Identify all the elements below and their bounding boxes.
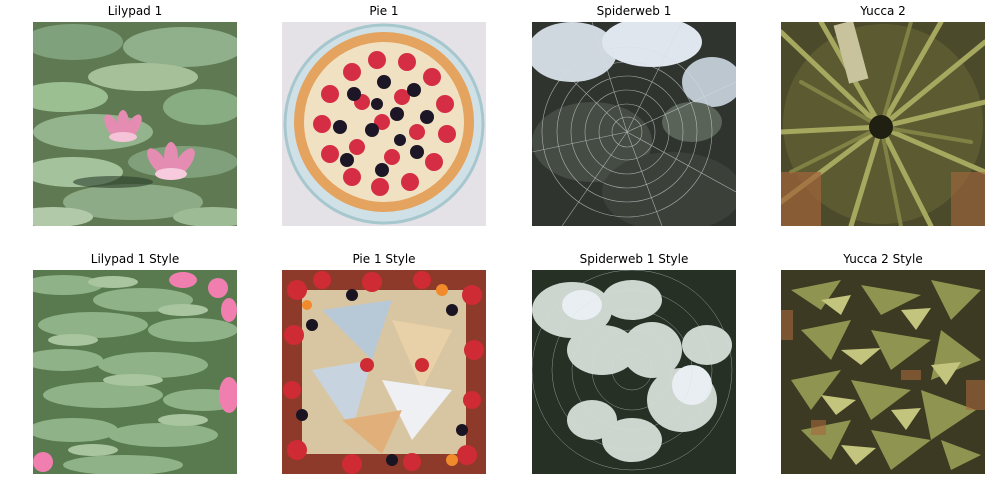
panel-title: Spiderweb 1 <box>596 4 672 18</box>
lilypad-photo <box>33 22 237 226</box>
spiderweb-style-image <box>532 270 736 474</box>
panel-title: Pie 1 Style <box>352 252 416 266</box>
yucca-style-image <box>781 270 985 474</box>
pie-photo <box>282 22 486 226</box>
panel-title: Lilypad 1 <box>107 4 163 18</box>
panel-title: Spiderweb 1 Style <box>579 252 689 266</box>
lilypad-style-image <box>33 270 237 474</box>
spiderweb-photo <box>532 22 736 226</box>
yucca-photo <box>781 22 985 226</box>
panel-title: Lilypad 1 Style <box>90 252 180 266</box>
pie-style-image <box>282 270 486 474</box>
panel-title: Yucca 2 Style <box>843 252 923 266</box>
panel-title: Yucca 2 <box>860 4 906 18</box>
panel-title: Pie 1 <box>369 4 399 18</box>
